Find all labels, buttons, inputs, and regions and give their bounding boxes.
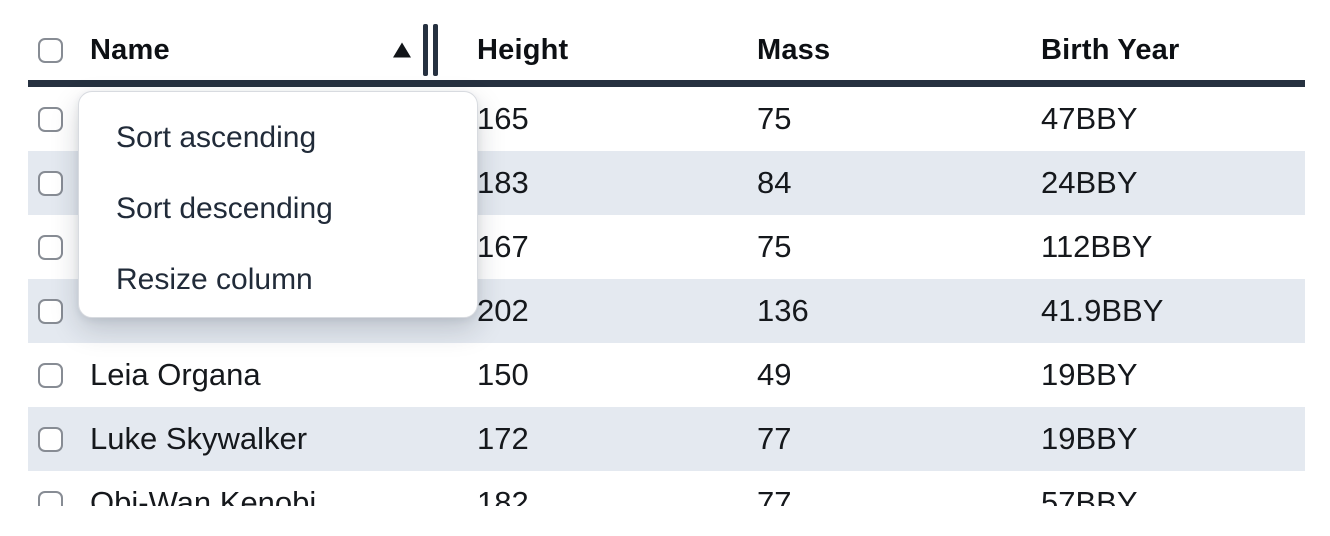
- row-checkbox[interactable]: [38, 234, 63, 260]
- cell-height: 183: [477, 165, 529, 200]
- row-checkbox[interactable]: [38, 362, 63, 388]
- column-resize-handle[interactable]: [423, 24, 438, 76]
- cell-name: Leia Organa: [90, 357, 261, 392]
- resize-bar-icon: [423, 24, 428, 76]
- cell-height: 202: [477, 293, 529, 328]
- cell-mass: 84: [757, 165, 792, 200]
- table-row: 167 75 112BBY: [28, 215, 1305, 279]
- resize-bar-icon: [433, 24, 438, 76]
- table-row: 165 75 47BBY: [28, 87, 1305, 151]
- cell-height: 167: [477, 229, 529, 264]
- menu-item-sort-descending[interactable]: Sort descending: [116, 191, 333, 225]
- cell-birth-year: 57BBY: [1041, 485, 1138, 506]
- column-context-menu: Sort ascending Sort descending Resize co…: [78, 91, 478, 318]
- table-row: Luke Skywalker 172 77 19BBY: [28, 407, 1305, 471]
- cell-birth-year: 19BBY: [1041, 421, 1138, 456]
- menu-item-resize-column[interactable]: Resize column: [116, 262, 313, 296]
- row-checkbox[interactable]: [38, 426, 63, 452]
- cell-height: 150: [477, 357, 529, 392]
- column-header-name-label: Name: [90, 33, 170, 66]
- cell-height: 172: [477, 421, 529, 456]
- cell-mass: 136: [757, 293, 809, 328]
- row-checkbox[interactable]: [38, 298, 63, 324]
- cell-birth-year: 24BBY: [1041, 165, 1138, 200]
- row-checkbox[interactable]: [38, 170, 63, 196]
- column-header-birth-year[interactable]: Birth Year: [1041, 20, 1305, 80]
- table-header-row: Name Height Mass Birth Year: [28, 0, 1305, 87]
- cell-height: 182: [477, 485, 529, 506]
- sort-ascending-icon: [393, 42, 411, 58]
- cell-mass: 77: [757, 485, 792, 506]
- table-row: 202 136 41.9BBY: [28, 279, 1305, 343]
- cell-name: Obi-Wan Kenobi: [90, 485, 317, 506]
- select-all-cell: [28, 20, 90, 80]
- row-checkbox[interactable]: [38, 106, 63, 132]
- row-checkbox[interactable]: [38, 490, 63, 506]
- cell-birth-year: 19BBY: [1041, 357, 1138, 392]
- cell-birth-year: 41.9BBY: [1041, 293, 1164, 328]
- cell-birth-year: 47BBY: [1041, 101, 1138, 136]
- cell-name: Luke Skywalker: [90, 421, 308, 456]
- cell-mass: 77: [757, 421, 792, 456]
- cell-mass: 75: [757, 229, 792, 264]
- column-header-birth-year-label: Birth Year: [1041, 33, 1180, 66]
- cell-mass: 75: [757, 101, 792, 136]
- cell-mass: 49: [757, 357, 792, 392]
- table-row: Leia Organa 150 49 19BBY: [28, 343, 1305, 407]
- column-header-mass[interactable]: Mass: [757, 20, 1041, 80]
- column-header-height-label: Height: [477, 33, 569, 66]
- column-header-height[interactable]: Height: [477, 20, 757, 80]
- cell-height: 165: [477, 101, 529, 136]
- menu-item-sort-ascending[interactable]: Sort ascending: [116, 120, 317, 154]
- column-header-mass-label: Mass: [757, 33, 831, 66]
- select-all-checkbox[interactable]: [38, 37, 63, 63]
- table-row: Obi-Wan Kenobi 182 77 57BBY: [28, 471, 1305, 506]
- characters-table: Name Height Mass Birth Year 165 75 47BBY…: [28, 0, 1305, 506]
- column-header-name[interactable]: Name: [90, 20, 477, 80]
- cell-birth-year: 112BBY: [1041, 229, 1153, 264]
